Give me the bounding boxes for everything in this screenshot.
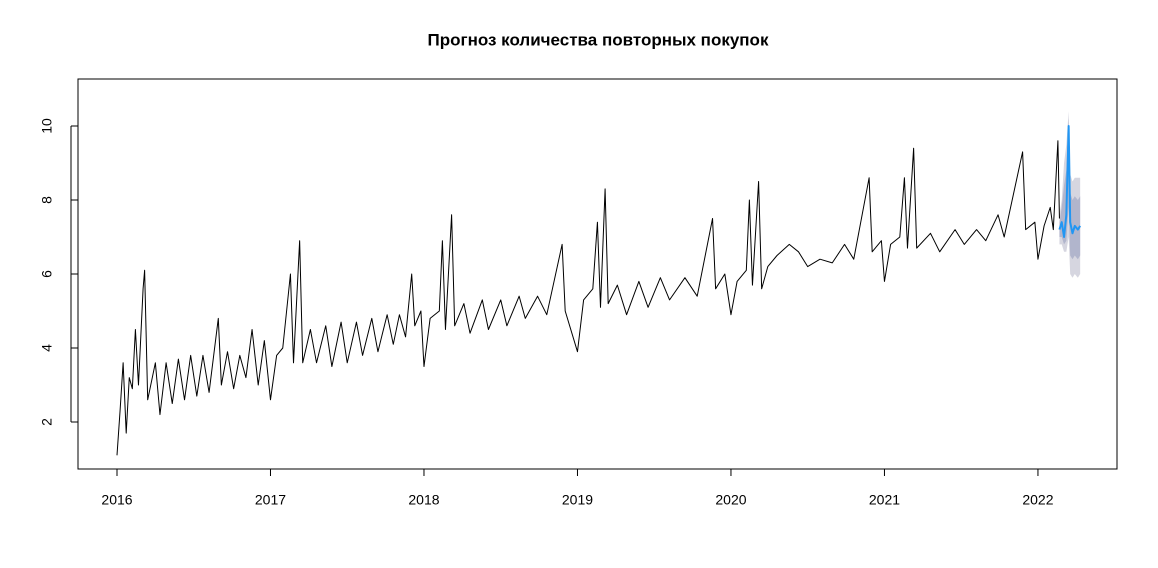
x-tick-label: 2018 xyxy=(408,492,439,508)
series-line xyxy=(116,140,1060,456)
x-tick-label: 2017 xyxy=(255,492,286,508)
y-tick-label: 8 xyxy=(39,196,55,204)
x-tick-label: 2020 xyxy=(715,492,746,508)
chart-title: Прогноз количества повторных покупок xyxy=(428,30,769,49)
y-tick-label: 2 xyxy=(39,418,55,426)
plot-frame xyxy=(77,78,1118,470)
x-tick-label: 2021 xyxy=(869,492,900,508)
x-tick-label: 2022 xyxy=(1022,492,1053,508)
series-line xyxy=(1058,124,1082,238)
x-tick-label: 2019 xyxy=(562,492,593,508)
y-tick-label: 10 xyxy=(39,118,55,134)
x-tick-label: 2016 xyxy=(101,492,132,508)
y-tick-label: 6 xyxy=(39,270,55,278)
y-tick-label: 4 xyxy=(39,344,55,352)
